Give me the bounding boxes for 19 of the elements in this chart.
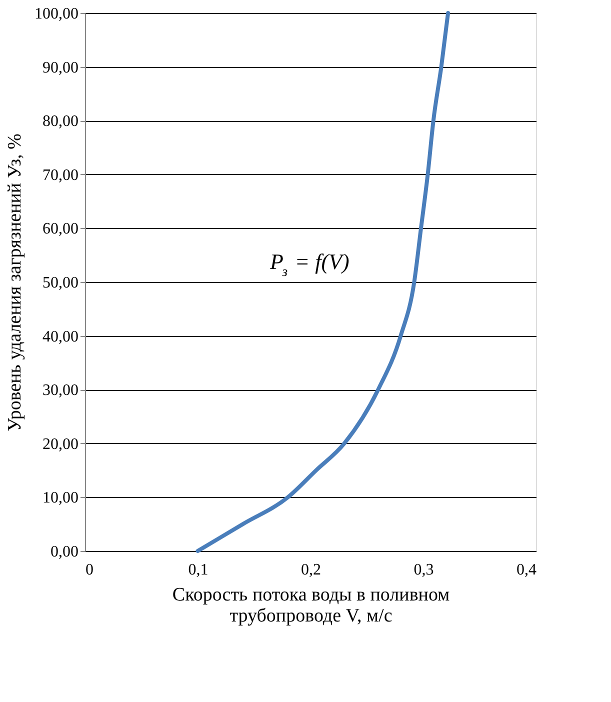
x-axis-title: Скорость потока воды в поливном трубопроводе V, м/с (172, 584, 450, 626)
line-series (196, 11, 450, 553)
y-tick-label: 30,00 (42, 382, 78, 400)
y-tick-label: 70,00 (42, 166, 78, 184)
x-tick-label: 0,3 (414, 562, 434, 578)
y-tick-label: 0,00 (50, 544, 78, 560)
x-tick-label: 0,2 (301, 562, 321, 578)
y-tick-label: 40,00 (42, 328, 78, 346)
y-tick-label: 80,00 (42, 113, 78, 130)
y-tick-label: 50,00 (42, 274, 78, 292)
y-axis-title: Уровень удаления загрязнений Уз, % (4, 133, 26, 432)
x-tick-label: 0 (86, 562, 94, 578)
y-tick-label: 100,00 (34, 6, 78, 22)
y-tick-label: 90,00 (42, 59, 78, 76)
x-tick-label: 0,4 (516, 562, 536, 578)
y-tick-label: 20,00 (42, 436, 78, 453)
x-tick-label: 0,1 (188, 562, 208, 578)
y-tick-label: 10,00 (42, 490, 78, 507)
y-tick-label: 60,00 (42, 220, 78, 238)
